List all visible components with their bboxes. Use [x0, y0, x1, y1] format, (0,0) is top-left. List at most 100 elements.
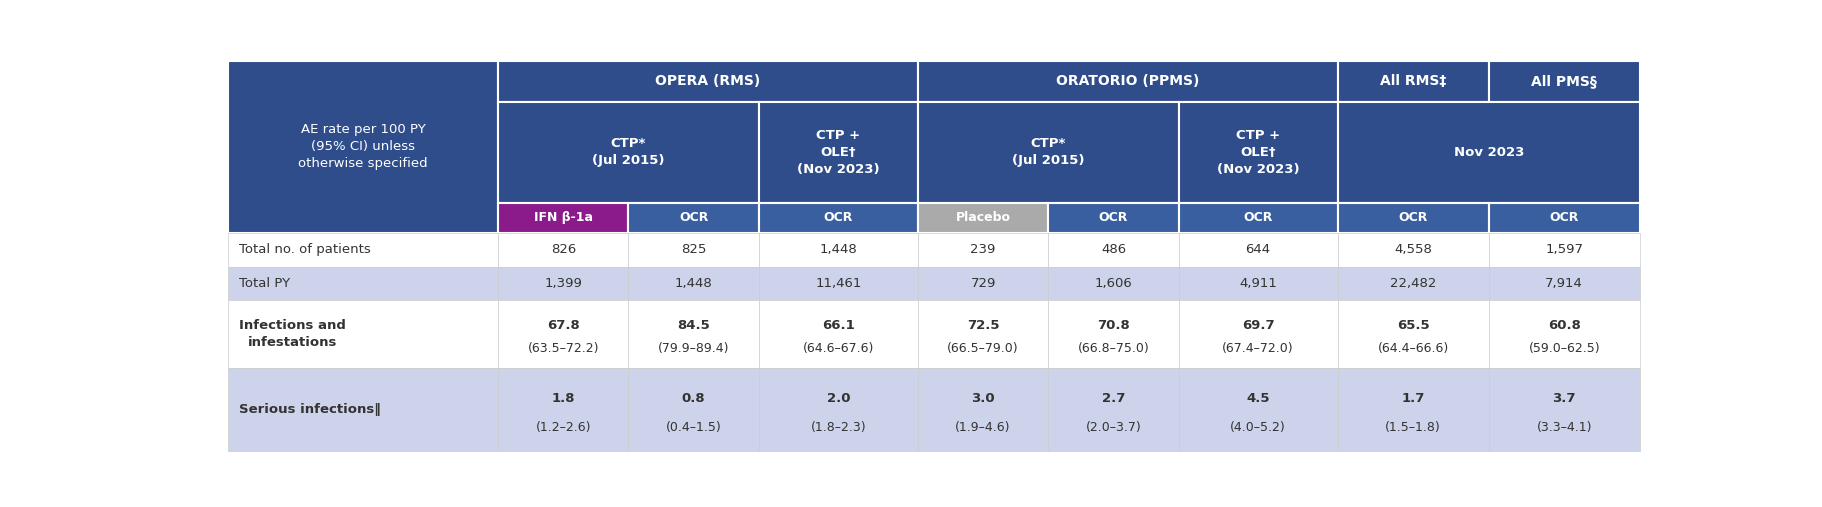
Text: (64.4–66.6): (64.4–66.6) [1377, 342, 1448, 355]
Text: Serious infections‖: Serious infections‖ [239, 403, 381, 416]
Bar [1179, 267, 1337, 300]
Text: 72.5: 72.5 [967, 319, 998, 332]
Bar [1489, 267, 1640, 300]
Text: 4,911: 4,911 [1239, 277, 1277, 290]
Text: (79.9–89.4): (79.9–89.4) [658, 342, 729, 355]
Text: 486: 486 [1100, 243, 1126, 257]
Text: (63.5–72.2): (63.5–72.2) [528, 342, 599, 355]
Text: 4,558: 4,558 [1394, 243, 1432, 257]
Text: (1.8–2.3): (1.8–2.3) [811, 421, 865, 434]
Text: (0.4–1.5): (0.4–1.5) [665, 421, 722, 434]
Text: (4.0–5.2): (4.0–5.2) [1230, 421, 1286, 434]
Bar [758, 203, 918, 233]
Text: IFN β-1a: IFN β-1a [534, 211, 592, 225]
Bar [228, 300, 497, 368]
Text: OCR: OCR [1549, 211, 1580, 225]
Text: 1,399: 1,399 [545, 277, 583, 290]
Text: OCR: OCR [824, 211, 853, 225]
Text: 70.8: 70.8 [1097, 319, 1130, 332]
Bar [228, 61, 497, 233]
Text: (67.4–72.0): (67.4–72.0) [1223, 342, 1294, 355]
Bar [629, 267, 758, 300]
Text: 1,597: 1,597 [1545, 243, 1583, 257]
Bar [1337, 368, 1489, 451]
Text: (3.3–4.1): (3.3–4.1) [1536, 421, 1592, 434]
Bar [497, 233, 629, 267]
Bar [1337, 101, 1640, 203]
Text: CTP*
(Jul 2015): CTP* (Jul 2015) [1011, 137, 1084, 167]
Text: All RMS‡: All RMS‡ [1379, 74, 1447, 88]
Text: 84.5: 84.5 [678, 319, 711, 332]
Bar [497, 267, 629, 300]
Bar [497, 368, 629, 451]
Text: (1.2–2.6): (1.2–2.6) [536, 421, 590, 434]
Text: (64.6–67.6): (64.6–67.6) [804, 342, 875, 355]
Bar [918, 61, 1337, 101]
Text: 1,606: 1,606 [1095, 277, 1131, 290]
Text: CTP +
OLE†
(Nov 2023): CTP + OLE† (Nov 2023) [1217, 129, 1299, 176]
Text: 1.7: 1.7 [1401, 392, 1425, 405]
Text: OCR: OCR [1243, 211, 1274, 225]
Text: 1,448: 1,448 [820, 243, 856, 257]
Bar [629, 368, 758, 451]
Text: (1.9–4.6): (1.9–4.6) [955, 421, 1011, 434]
Bar [1048, 203, 1179, 233]
Bar [629, 300, 758, 368]
Text: (66.5–79.0): (66.5–79.0) [947, 342, 1018, 355]
Text: AE rate per 100 PY
(95% CI) unless
otherwise specified: AE rate per 100 PY (95% CI) unless other… [299, 123, 428, 170]
Bar [918, 368, 1048, 451]
Bar [629, 233, 758, 267]
Bar [1337, 267, 1489, 300]
Bar [1489, 300, 1640, 368]
Bar [758, 300, 918, 368]
Text: 66.1: 66.1 [822, 319, 855, 332]
Text: ORATORIO (PPMS): ORATORIO (PPMS) [1057, 74, 1199, 88]
Text: 826: 826 [550, 243, 576, 257]
Bar [1179, 300, 1337, 368]
Text: 3.7: 3.7 [1552, 392, 1576, 405]
Bar [918, 267, 1048, 300]
Text: 22,482: 22,482 [1390, 277, 1436, 290]
Text: All PMS§: All PMS§ [1530, 74, 1598, 88]
Text: OCR: OCR [680, 211, 709, 225]
Text: 1,448: 1,448 [674, 277, 712, 290]
Bar [918, 233, 1048, 267]
Text: CTP*
(Jul 2015): CTP* (Jul 2015) [592, 137, 665, 167]
Text: 239: 239 [971, 243, 997, 257]
Bar [228, 267, 497, 300]
Bar [1048, 233, 1179, 267]
Bar [497, 101, 758, 203]
Text: 0.8: 0.8 [681, 392, 705, 405]
Text: 67.8: 67.8 [547, 319, 579, 332]
Text: CTP +
OLE†
(Nov 2023): CTP + OLE† (Nov 2023) [796, 129, 880, 176]
Bar [918, 300, 1048, 368]
Bar [1048, 368, 1179, 451]
Text: 2.0: 2.0 [827, 392, 851, 405]
Bar [758, 233, 918, 267]
Text: (66.8–75.0): (66.8–75.0) [1077, 342, 1150, 355]
Text: 3.0: 3.0 [971, 392, 995, 405]
Bar [1179, 368, 1337, 451]
Bar [1489, 368, 1640, 451]
Text: Placebo: Placebo [955, 211, 1011, 225]
Text: Total PY: Total PY [239, 277, 290, 290]
Bar [1048, 300, 1179, 368]
Text: 60.8: 60.8 [1549, 319, 1581, 332]
Bar [1337, 203, 1489, 233]
Text: 7,914: 7,914 [1545, 277, 1583, 290]
Bar [918, 101, 1179, 203]
Bar [1337, 300, 1489, 368]
Bar [1179, 233, 1337, 267]
Text: 729: 729 [971, 277, 997, 290]
Text: (2.0–3.7): (2.0–3.7) [1086, 421, 1141, 434]
Text: (59.0–62.5): (59.0–62.5) [1529, 342, 1600, 355]
Bar [1179, 101, 1337, 203]
Text: Nov 2023: Nov 2023 [1454, 146, 1523, 159]
Bar [497, 203, 629, 233]
Text: 11,461: 11,461 [814, 277, 862, 290]
Bar [629, 203, 758, 233]
Bar [758, 101, 918, 203]
Bar [1489, 61, 1640, 101]
Text: 4.5: 4.5 [1246, 392, 1270, 405]
Text: 65.5: 65.5 [1397, 319, 1430, 332]
